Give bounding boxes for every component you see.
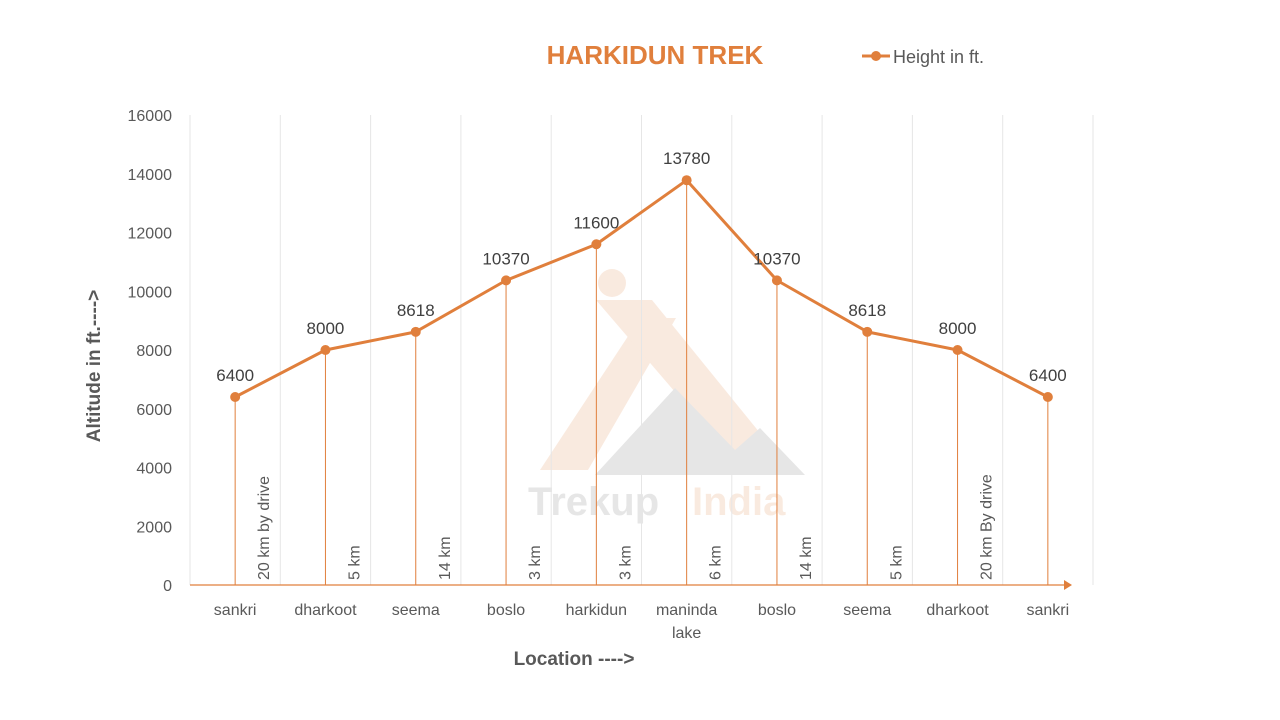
y-tick-label: 10000 (128, 284, 173, 301)
legend: Height in ft. (862, 47, 984, 67)
y-tick-label: 14000 (128, 167, 173, 184)
watermark-mountain-icon (595, 388, 805, 475)
data-point (681, 175, 692, 186)
x-axis-categories: sankri dharkoot seema boslo harkidun maninda l… (214, 602, 1069, 642)
segment-distance-labels: 20 km by drive 5 km 14 km 3 km 3 km 6 km 14 km… (256, 474, 995, 580)
x-axis-arrow-icon (1064, 580, 1072, 590)
data-labels: 6400 8000 8618 10370 11600 13780 10370 8618 8000… (216, 149, 1067, 385)
data-point (952, 345, 963, 355)
segment-distance-label: 20 km By drive (979, 474, 996, 580)
data-label: 8618 (848, 301, 886, 320)
data-point (862, 326, 873, 337)
y-tick-label: 2000 (136, 519, 172, 536)
y-tick-label: 0 (163, 578, 172, 595)
y-axis-title: Altitude in ft.----> (84, 290, 105, 443)
segment-distance-label: 6 km (708, 545, 725, 580)
x-category-label: sankri (214, 602, 257, 619)
x-category-label: boslo (758, 602, 796, 619)
y-tick-label: 8000 (136, 343, 172, 360)
data-label: 11600 (573, 213, 619, 232)
y-tick-label: 16000 (128, 108, 173, 125)
data-point (771, 275, 782, 286)
y-tick-label: 6000 (136, 402, 172, 419)
segment-distance-label: 20 km by drive (256, 476, 273, 580)
segment-distance-label: 14 km (437, 536, 454, 580)
segment-distance-label: 14 km (798, 536, 815, 580)
gridlines (189, 115, 1094, 585)
x-category-label: seema (843, 602, 891, 619)
data-label: 8000 (939, 319, 977, 338)
legend-marker-icon (871, 51, 881, 61)
x-category-label: harkidun (566, 602, 627, 619)
drop-lines (234, 180, 1049, 585)
x-category-label: dharkoot (926, 602, 989, 619)
watermark-text-trekup: Trekup (528, 480, 659, 524)
data-label: 8618 (397, 301, 435, 320)
x-axis-title: Location ----> (514, 649, 635, 670)
x-category-label: seema (392, 602, 440, 619)
segment-distance-label: 5 km (346, 545, 363, 580)
data-label: 8000 (307, 319, 345, 338)
y-axis-ticks: 0 2000 4000 6000 8000 10000 12000 14000 16000 (128, 108, 173, 595)
series-height-points (230, 175, 1053, 402)
watermark-shape-right (596, 300, 790, 470)
watermark-dot (598, 269, 626, 297)
x-category-label: boslo (487, 602, 525, 619)
data-point (1042, 392, 1053, 402)
segment-distance-label: 5 km (888, 545, 905, 580)
x-axis (190, 580, 1072, 590)
data-point (230, 392, 241, 402)
y-tick-label: 12000 (128, 226, 173, 243)
series-height-line (234, 178, 1049, 399)
segment-distance-label: 3 km (527, 545, 544, 580)
data-point (501, 275, 512, 286)
data-label: 13780 (663, 149, 710, 168)
data-label: 6400 (216, 366, 254, 385)
x-category-label: maninda lake (656, 602, 717, 642)
data-label: 10370 (482, 249, 529, 268)
data-label: 10370 (753, 249, 800, 268)
data-point (591, 239, 602, 250)
data-label: 6400 (1029, 366, 1067, 385)
watermark-text-india: India (692, 480, 786, 524)
chart-title: HARKIDUN TREK (547, 40, 764, 70)
x-category-label: dharkoot (294, 602, 357, 619)
x-category-label: sankri (1027, 602, 1070, 619)
data-point (410, 326, 421, 337)
trekup-india-watermark: Trekup India (528, 269, 805, 524)
segment-distance-label: 3 km (617, 545, 634, 580)
series-line (234, 178, 1049, 399)
y-tick-label: 4000 (136, 461, 172, 478)
legend-label: Height in ft. (893, 47, 984, 67)
data-point (320, 345, 331, 355)
